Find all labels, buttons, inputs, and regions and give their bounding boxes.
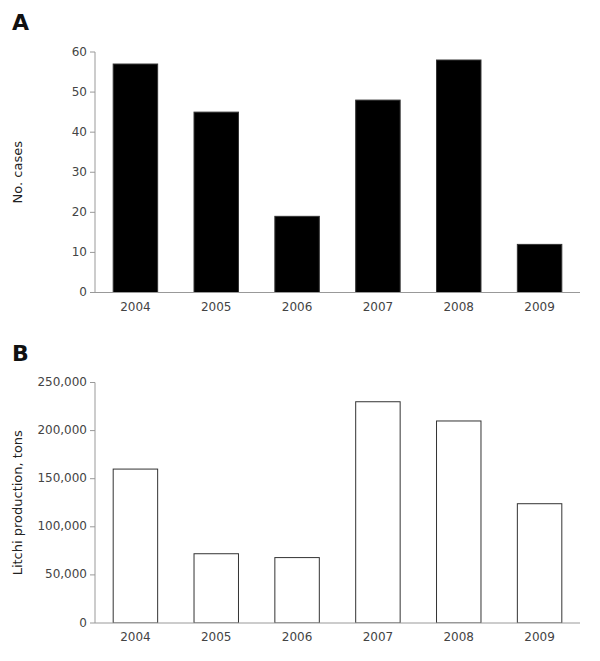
y-tick-label: 0 (79, 616, 87, 630)
x-tick-label: 2005 (201, 300, 232, 314)
y-tick-label: 60 (72, 45, 87, 59)
bar (275, 216, 319, 292)
x-tick-label: 2006 (282, 300, 313, 314)
y-tick (90, 92, 95, 93)
panel-label: A (12, 10, 29, 35)
y-tick (90, 478, 95, 479)
x-tick-label: 2009 (524, 300, 555, 314)
y-tick (90, 52, 95, 53)
bar (356, 100, 400, 292)
bar (437, 421, 481, 623)
x-tick-label: 2006 (282, 630, 313, 644)
y-tick-label: 40 (72, 125, 87, 139)
y-tick (90, 132, 95, 133)
x-tick-label: 2005 (201, 630, 232, 644)
y-tick (90, 574, 95, 575)
y-tick-label: 0 (79, 285, 87, 299)
y-tick (90, 430, 95, 431)
y-tick (90, 292, 95, 293)
y-axis (95, 383, 96, 624)
x-tick-label: 2004 (120, 630, 151, 644)
bar (356, 402, 400, 623)
bar (194, 554, 238, 623)
y-tick (90, 212, 95, 213)
y-axis (95, 52, 96, 293)
bar (437, 60, 481, 292)
bar (113, 64, 157, 292)
bar (517, 504, 561, 623)
bars (113, 402, 562, 623)
panel: A No. cases 0 10 20 30 40 50 60 2004 2005 2006 2007 2… (10, 10, 580, 314)
bar (517, 244, 561, 292)
x-tick-label: 2004 (120, 300, 151, 314)
bar (275, 558, 319, 623)
x-tick-label: 2007 (363, 300, 394, 314)
y-tick (90, 526, 95, 527)
x-tick-label: 2008 (443, 630, 474, 644)
x-axis (95, 292, 580, 293)
y-axis-label: No. cases (10, 141, 25, 204)
x-tick-label: 2008 (443, 300, 474, 314)
chart: A No. cases 0 10 20 30 40 50 60 2004 2005 2006 2007 2… (0, 0, 600, 661)
y-tick (90, 172, 95, 173)
y-tick-label: 10 (72, 245, 87, 259)
bar (113, 469, 157, 623)
y-tick (90, 382, 95, 383)
y-axis-label: Litchi production, tons (10, 430, 25, 575)
x-axis (95, 623, 580, 624)
panel: B Litchi production, tons 0 50,000 100,000 15… (10, 341, 580, 645)
y-tick (90, 252, 95, 253)
y-tick-label: 200,000 (37, 423, 87, 437)
y-tick-label: 150,000 (37, 471, 87, 485)
bars (113, 60, 562, 292)
y-tick (90, 623, 95, 624)
y-tick-label: 100,000 (37, 519, 87, 533)
y-tick-label: 50,000 (45, 567, 87, 581)
panel-label: B (12, 341, 29, 366)
x-tick-label: 2009 (524, 630, 555, 644)
y-tick-label: 20 (72, 205, 87, 219)
y-tick-label: 50 (72, 85, 87, 99)
y-tick-label: 30 (72, 165, 87, 179)
bar (194, 112, 238, 292)
y-tick-label: 250,000 (37, 375, 87, 389)
x-tick-label: 2007 (363, 630, 394, 644)
